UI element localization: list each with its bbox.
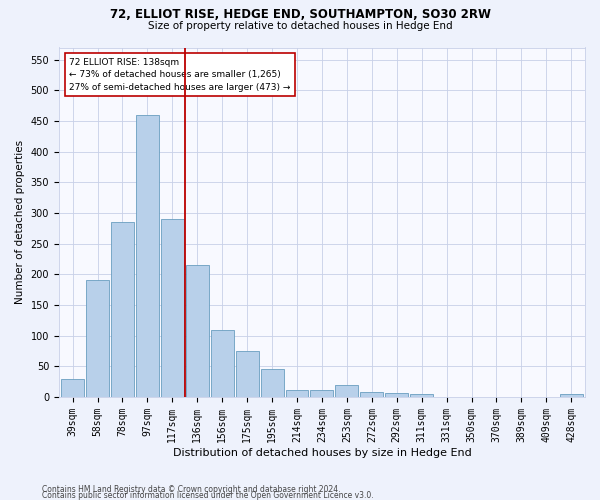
Bar <box>410 394 433 397</box>
Bar <box>560 394 583 397</box>
Bar <box>286 390 308 397</box>
Bar <box>161 219 184 397</box>
Bar <box>211 330 233 397</box>
Bar <box>361 392 383 397</box>
Y-axis label: Number of detached properties: Number of detached properties <box>15 140 25 304</box>
Bar <box>111 222 134 397</box>
Bar <box>260 370 284 397</box>
Text: 72, ELLIOT RISE, HEDGE END, SOUTHAMPTON, SO30 2RW: 72, ELLIOT RISE, HEDGE END, SOUTHAMPTON,… <box>110 8 491 20</box>
Text: Size of property relative to detached houses in Hedge End: Size of property relative to detached ho… <box>148 21 452 31</box>
Bar <box>61 378 84 397</box>
X-axis label: Distribution of detached houses by size in Hedge End: Distribution of detached houses by size … <box>173 448 472 458</box>
Text: Contains HM Land Registry data © Crown copyright and database right 2024.: Contains HM Land Registry data © Crown c… <box>42 484 341 494</box>
Bar <box>86 280 109 397</box>
Bar <box>186 265 209 397</box>
Text: 72 ELLIOT RISE: 138sqm
← 73% of detached houses are smaller (1,265)
27% of semi-: 72 ELLIOT RISE: 138sqm ← 73% of detached… <box>70 58 291 92</box>
Bar <box>236 351 259 397</box>
Bar <box>385 394 408 397</box>
Bar <box>310 390 334 397</box>
Bar <box>136 115 159 397</box>
Bar <box>335 384 358 397</box>
Text: Contains public sector information licensed under the Open Government Licence v3: Contains public sector information licen… <box>42 490 374 500</box>
